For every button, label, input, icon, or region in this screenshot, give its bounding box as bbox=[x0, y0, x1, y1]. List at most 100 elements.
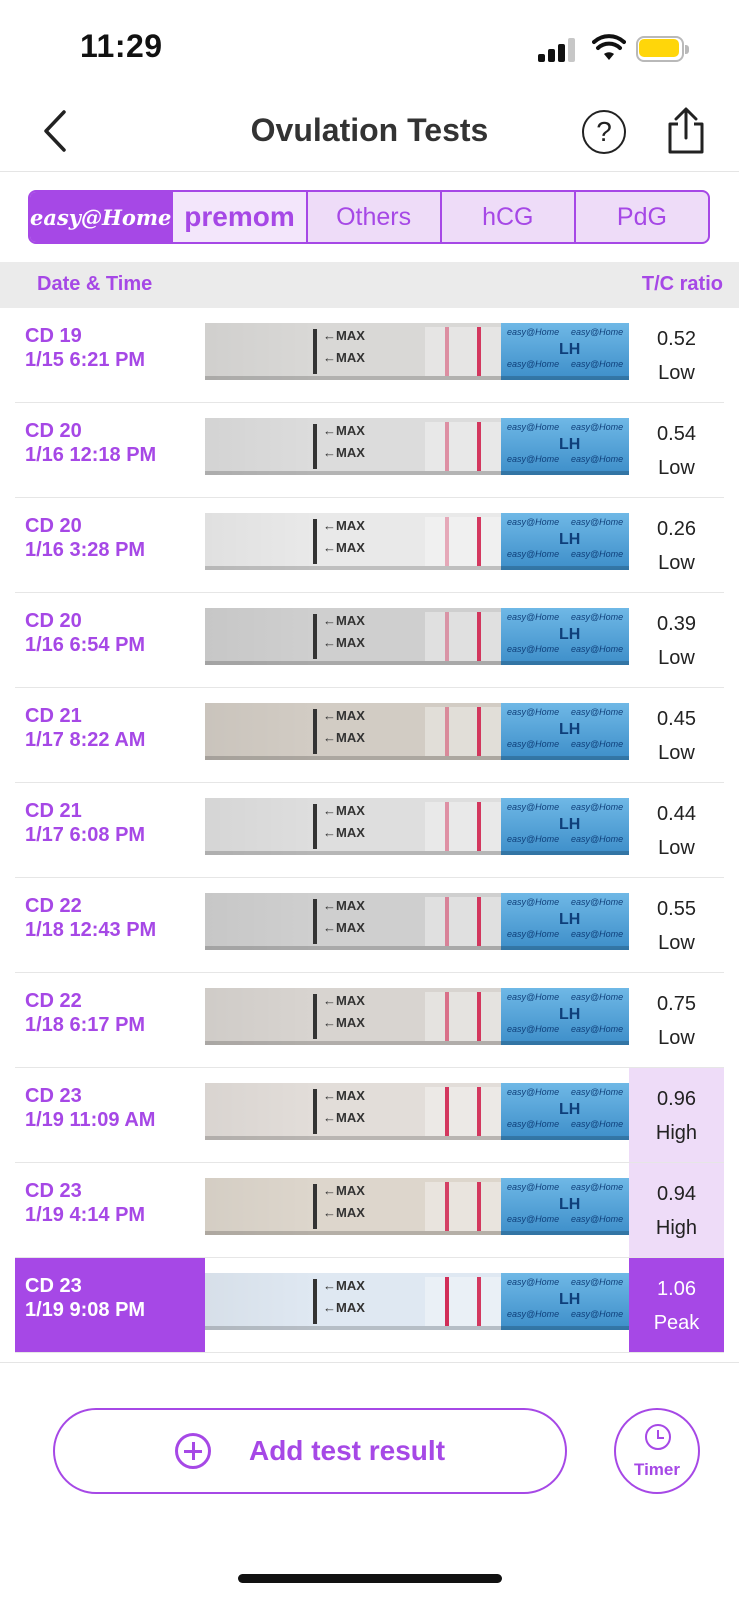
test-row[interactable]: CD 23 1/19 4:14 PM ←MAX ←MAX easy@Home easy@H… bbox=[0, 1163, 739, 1258]
strip-max-label: ←MAX bbox=[323, 613, 365, 628]
test-datetime: 1/16 12:18 PM bbox=[25, 444, 157, 466]
strip-brand-text: easy@Home bbox=[507, 1309, 560, 1319]
strip-edge bbox=[205, 1041, 629, 1045]
strip-lh-label: LH bbox=[559, 436, 581, 453]
tab-hcg-label: hCG bbox=[482, 202, 534, 231]
tc-ratio-cell: 0.39 Low bbox=[629, 593, 724, 687]
row-divider bbox=[15, 687, 724, 688]
strip-max-label: ←MAX bbox=[323, 1015, 365, 1030]
test-datetime: 1/19 11:09 AM bbox=[25, 1109, 156, 1131]
row-divider bbox=[15, 782, 724, 783]
test-strip-image: ←MAX ←MAX easy@Home easy@Home LH easy@Home eas… bbox=[205, 1083, 629, 1140]
back-chevron-icon[interactable] bbox=[36, 106, 76, 156]
strip-max-label: ←MAX bbox=[323, 445, 365, 460]
strip-lh-label: LH bbox=[559, 1291, 581, 1308]
strip-result-window bbox=[425, 897, 501, 946]
tc-ratio-cell: 1.06 Peak bbox=[629, 1258, 724, 1352]
test-row[interactable]: CD 21 1/17 6:08 PM ←MAX ←MAX easy@Home easy@H… bbox=[0, 783, 739, 878]
strip-edge bbox=[205, 376, 629, 380]
strip-max-label: ←MAX bbox=[323, 920, 365, 935]
test-row[interactable]: CD 23 1/19 11:09 AM ←MAX ←MAX easy@Home easy@… bbox=[0, 1068, 739, 1163]
strip-result-window bbox=[425, 1182, 501, 1231]
status-bar: 11:29 bbox=[0, 0, 739, 90]
strip-lh-label: LH bbox=[559, 911, 581, 928]
strip-brand-text: easy@Home bbox=[507, 1214, 560, 1224]
strip-lh-label: LH bbox=[559, 626, 581, 643]
strip-result-window bbox=[425, 422, 501, 471]
strip-max-bar bbox=[313, 329, 317, 374]
cycle-day: CD 20 bbox=[25, 420, 82, 442]
strip-brand-text: easy@Home bbox=[507, 707, 560, 717]
strip-brand-area: easy@Home easy@Home LH easy@Home easy@Home bbox=[501, 323, 629, 380]
tc-ratio-value: 0.94 bbox=[657, 1183, 696, 1205]
tc-ratio-value: 0.55 bbox=[657, 898, 696, 920]
strip-result-window bbox=[425, 327, 501, 376]
test-row[interactable]: CD 23 1/19 9:08 PM ←MAX ←MAX easy@Home easy@H… bbox=[0, 1258, 739, 1353]
add-test-result-button[interactable]: Add test result bbox=[53, 1408, 567, 1494]
test-row[interactable]: CD 22 1/18 12:43 PM ←MAX ←MAX easy@Home easy@… bbox=[0, 878, 739, 973]
strip-lh-label: LH bbox=[559, 1101, 581, 1118]
help-icon[interactable]: ? bbox=[582, 110, 626, 154]
tc-ratio-cell: 0.45 Low bbox=[629, 688, 724, 782]
strip-edge bbox=[205, 946, 629, 950]
strip-brand-text: easy@Home bbox=[507, 327, 560, 337]
test-strip-image: ←MAX ←MAX easy@Home easy@Home LH easy@Home eas… bbox=[205, 323, 629, 380]
test-datetime: 1/19 4:14 PM bbox=[25, 1204, 146, 1226]
test-row[interactable]: CD 20 1/16 12:18 PM ←MAX ←MAX easy@Home easy@… bbox=[0, 403, 739, 498]
strip-max-label: ←MAX bbox=[323, 328, 365, 343]
tab-pdg-label: PdG bbox=[616, 202, 667, 231]
test-row[interactable]: CD 19 1/15 6:21 PM ←MAX ←MAX easy@Home easy@H… bbox=[0, 308, 739, 403]
strip-edge bbox=[205, 471, 629, 475]
strip-brand-area: easy@Home easy@Home LH easy@Home easy@Home bbox=[501, 988, 629, 1045]
tab-easy-home[interactable]: easy@Home bbox=[30, 192, 174, 242]
test-row[interactable]: CD 21 1/17 8:22 AM ←MAX ←MAX easy@Home easy@H… bbox=[0, 688, 739, 783]
row-divider bbox=[15, 1162, 724, 1163]
strip-max-label: ←MAX bbox=[323, 423, 365, 438]
strip-max-bar bbox=[313, 1279, 317, 1324]
strip-max-bar bbox=[313, 424, 317, 469]
strip-lh-label: LH bbox=[559, 721, 581, 738]
test-row[interactable]: CD 22 1/18 6:17 PM ←MAX ←MAX easy@Home easy@H… bbox=[0, 973, 739, 1068]
cellular-signal-icon bbox=[538, 38, 578, 62]
test-date-cell: CD 20 1/16 6:54 PM bbox=[15, 593, 205, 687]
tab-premom[interactable]: premom bbox=[173, 192, 308, 242]
strip-brand-text: easy@Home bbox=[571, 517, 624, 527]
strip-brand-text: easy@Home bbox=[507, 992, 560, 1002]
row-divider bbox=[15, 972, 724, 973]
test-datetime: 1/18 12:43 PM bbox=[25, 919, 157, 941]
test-row[interactable]: CD 20 1/16 6:54 PM ←MAX ←MAX easy@Home easy@H… bbox=[0, 593, 739, 688]
strip-max-bar bbox=[313, 994, 317, 1039]
share-icon[interactable] bbox=[664, 106, 708, 156]
strip-handle bbox=[205, 1083, 315, 1140]
timer-label: Timer bbox=[634, 1460, 680, 1479]
strip-brand-text: easy@Home bbox=[571, 454, 624, 464]
control-line bbox=[477, 802, 481, 851]
tc-ratio-level: Low bbox=[658, 457, 695, 479]
cycle-day: CD 20 bbox=[25, 610, 82, 632]
test-date-cell: CD 19 1/15 6:21 PM bbox=[15, 308, 205, 402]
tc-ratio-cell: 0.44 Low bbox=[629, 783, 724, 877]
strip-max-label: ←MAX bbox=[323, 803, 365, 818]
test-line bbox=[445, 1277, 449, 1326]
brand-tab-bar: easy@Home premom Others hCG PdG bbox=[28, 190, 710, 244]
row-divider bbox=[15, 1067, 724, 1068]
test-row[interactable]: CD 20 1/16 3:28 PM ←MAX ←MAX easy@Home easy@H… bbox=[0, 498, 739, 593]
strip-brand-area: easy@Home easy@Home LH easy@Home easy@Home bbox=[501, 1178, 629, 1235]
premom-logo: premom bbox=[184, 201, 295, 232]
test-date-cell: CD 23 1/19 11:09 AM bbox=[15, 1068, 205, 1162]
strip-brand-text: easy@Home bbox=[571, 422, 624, 432]
test-date-cell: CD 23 1/19 9:08 PM bbox=[15, 1258, 205, 1352]
timer-button[interactable]: Timer bbox=[614, 1408, 700, 1494]
tc-ratio-value: 0.54 bbox=[657, 423, 696, 445]
strip-brand-text: easy@Home bbox=[507, 549, 560, 559]
tab-pdg[interactable]: PdG bbox=[576, 192, 708, 242]
tc-ratio-level: Peak bbox=[653, 1312, 700, 1334]
tab-hcg[interactable]: hCG bbox=[442, 192, 576, 242]
tab-others[interactable]: Others bbox=[308, 192, 442, 242]
tc-ratio-level: Low bbox=[658, 552, 695, 574]
strip-brand-text: easy@Home bbox=[507, 612, 560, 622]
test-result-list[interactable]: CD 19 1/15 6:21 PM ←MAX ←MAX easy@Home easy@H… bbox=[0, 308, 739, 1360]
test-strip-image: ←MAX ←MAX easy@Home easy@Home LH easy@Home eas… bbox=[205, 988, 629, 1045]
strip-brand-area: easy@Home easy@Home LH easy@Home easy@Home bbox=[501, 893, 629, 950]
tc-ratio-value: 0.75 bbox=[657, 993, 696, 1015]
